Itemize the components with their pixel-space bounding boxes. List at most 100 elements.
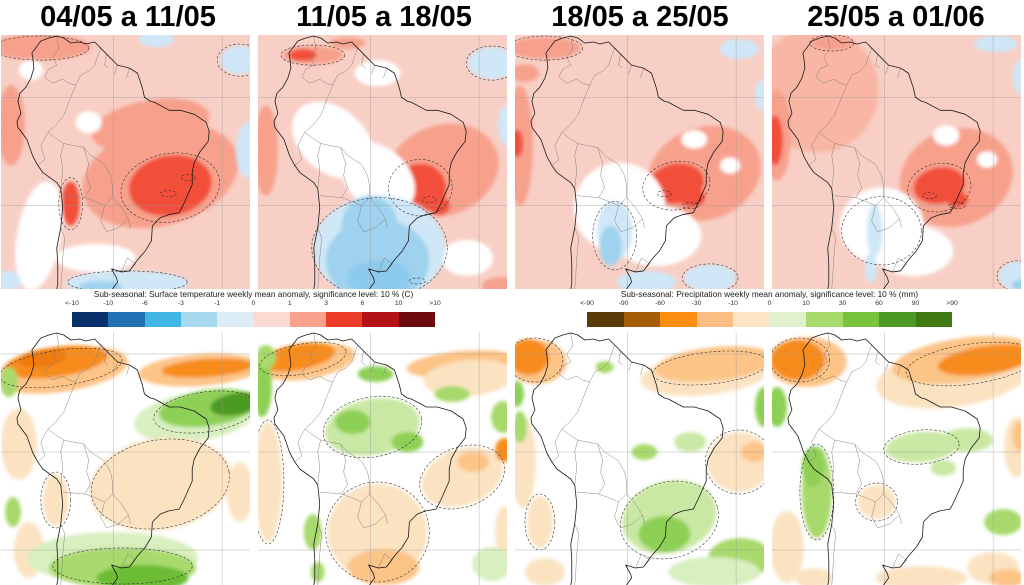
colorbar-segment [769,312,806,327]
colorbar-tick: -1 [214,300,221,307]
colorbar-segment [398,312,435,327]
anomaly-region [794,568,833,585]
temperature-legend-ticks: <-10 -10 -6 -3 -1 0 1 3 6 10 >10 [65,300,441,309]
colorbar-segment [289,312,327,327]
anomaly-region [258,105,278,196]
anomaly-region [684,264,737,289]
anomaly-region [495,438,507,462]
colorbar-segment [660,312,697,327]
south-america-anomaly-map [1,332,250,585]
anomaly-region [220,46,250,75]
colorbar-segment [733,312,770,327]
significance-contour [1,347,123,389]
colorbar-tick: 0 [251,300,256,307]
anomaly-region [75,111,102,134]
south-america-anomaly-map [1,35,250,289]
anomaly-region [875,566,968,585]
colorbar-tick: 3 [324,300,328,307]
anomaly-region [15,181,63,289]
anomaly-region [354,60,401,87]
colorbar-tick: 30 [838,300,847,307]
colorbar-tick: 10 [394,300,403,307]
colorbar-segment [362,312,399,327]
colorbar-segment [842,312,879,327]
significance-contour [620,480,719,560]
south-america-anomaly-map [515,35,764,289]
anomaly-region [515,339,549,375]
significance-contour [682,263,739,289]
colorbar-tick: 1 [287,300,292,307]
anomaly-region [864,252,877,283]
anomaly-region [515,381,524,407]
colorbar-tick: >90 [946,300,958,307]
significance-contour [465,45,507,81]
anomaly-region [128,155,212,217]
colorbar-tick: 0 [767,300,772,307]
anomaly-region [930,460,957,476]
anomaly-region [457,452,490,472]
south-america-anomaly-map [258,332,507,585]
colorbar-tick: -30 [691,300,702,307]
colorbar-tick: 10 [802,300,810,307]
anomaly-region [720,157,741,174]
significance-contour [515,337,564,383]
significance-contour [91,438,230,530]
colorbar-tick: -10 [728,300,738,307]
colorbar-segment [696,312,733,327]
map-precipitation-week-1 [1,332,250,585]
precipitation-colorbar [587,312,952,327]
anomaly-region [441,239,494,276]
colorbar-segment [587,312,624,327]
south-america-anomaly-map [258,35,507,289]
significance-contour [325,481,430,583]
map-temperature-week-1 [1,35,250,289]
anomaly-region [866,204,883,257]
significance-contour [855,482,898,522]
anomaly-region [1012,278,1021,289]
anomaly-region [984,509,1021,535]
significance-contour [160,190,177,197]
significance-contour [907,162,972,213]
anomaly-region [515,129,523,158]
anomaly-region [885,431,958,463]
anomaly-region [1,367,18,397]
anomaly-region [340,141,415,214]
colorbar-segment [108,312,145,327]
map-precipitation-week-2 [258,332,507,585]
map-temperature-week-2 [258,35,507,289]
map-temperature-week-4 [772,35,1021,289]
anomaly-region [857,485,896,519]
anomaly-region [1,408,37,480]
colorbar-segment [623,312,660,327]
anomaly-region [873,225,954,276]
significance-contour [388,159,453,216]
anomaly-region [524,558,565,585]
precipitation-legend-ticks: <-90 -90 -60 -30 -10 0 10 30 60 90 >90 [580,300,958,309]
significance-contour [120,152,220,223]
anomaly-region [755,387,764,427]
anomaly-region [42,474,69,526]
precipitation-legend: Sub-seasonal: Precipitation weekly mean … [580,289,958,332]
colorbar-tick: -90 [618,300,629,307]
significance-contour [153,390,250,434]
anomaly-region [78,280,123,289]
significance-contour [657,190,672,197]
significance-contour [841,196,922,266]
anomaly-region [334,410,371,434]
temperature-legend: Sub-seasonal: Surface temperature weekly… [65,289,441,332]
anomaly-region [638,516,691,552]
anomaly-region [210,392,250,416]
anomaly-region [310,562,325,582]
anomaly-region [288,49,317,62]
anomaly-region [236,122,250,179]
anomaly-region [1012,421,1021,451]
anomaly-shading [772,35,1021,289]
colorbar-tick: 90 [911,300,920,307]
colorbar-tick: -3 [177,300,184,307]
significance-contour [52,547,193,585]
anomaly-region [941,428,994,452]
anomaly-region [515,411,527,443]
anomaly-region [772,387,787,427]
week-title-1: 04/05 a 11/05 [40,1,216,33]
significance-contour [524,493,556,551]
